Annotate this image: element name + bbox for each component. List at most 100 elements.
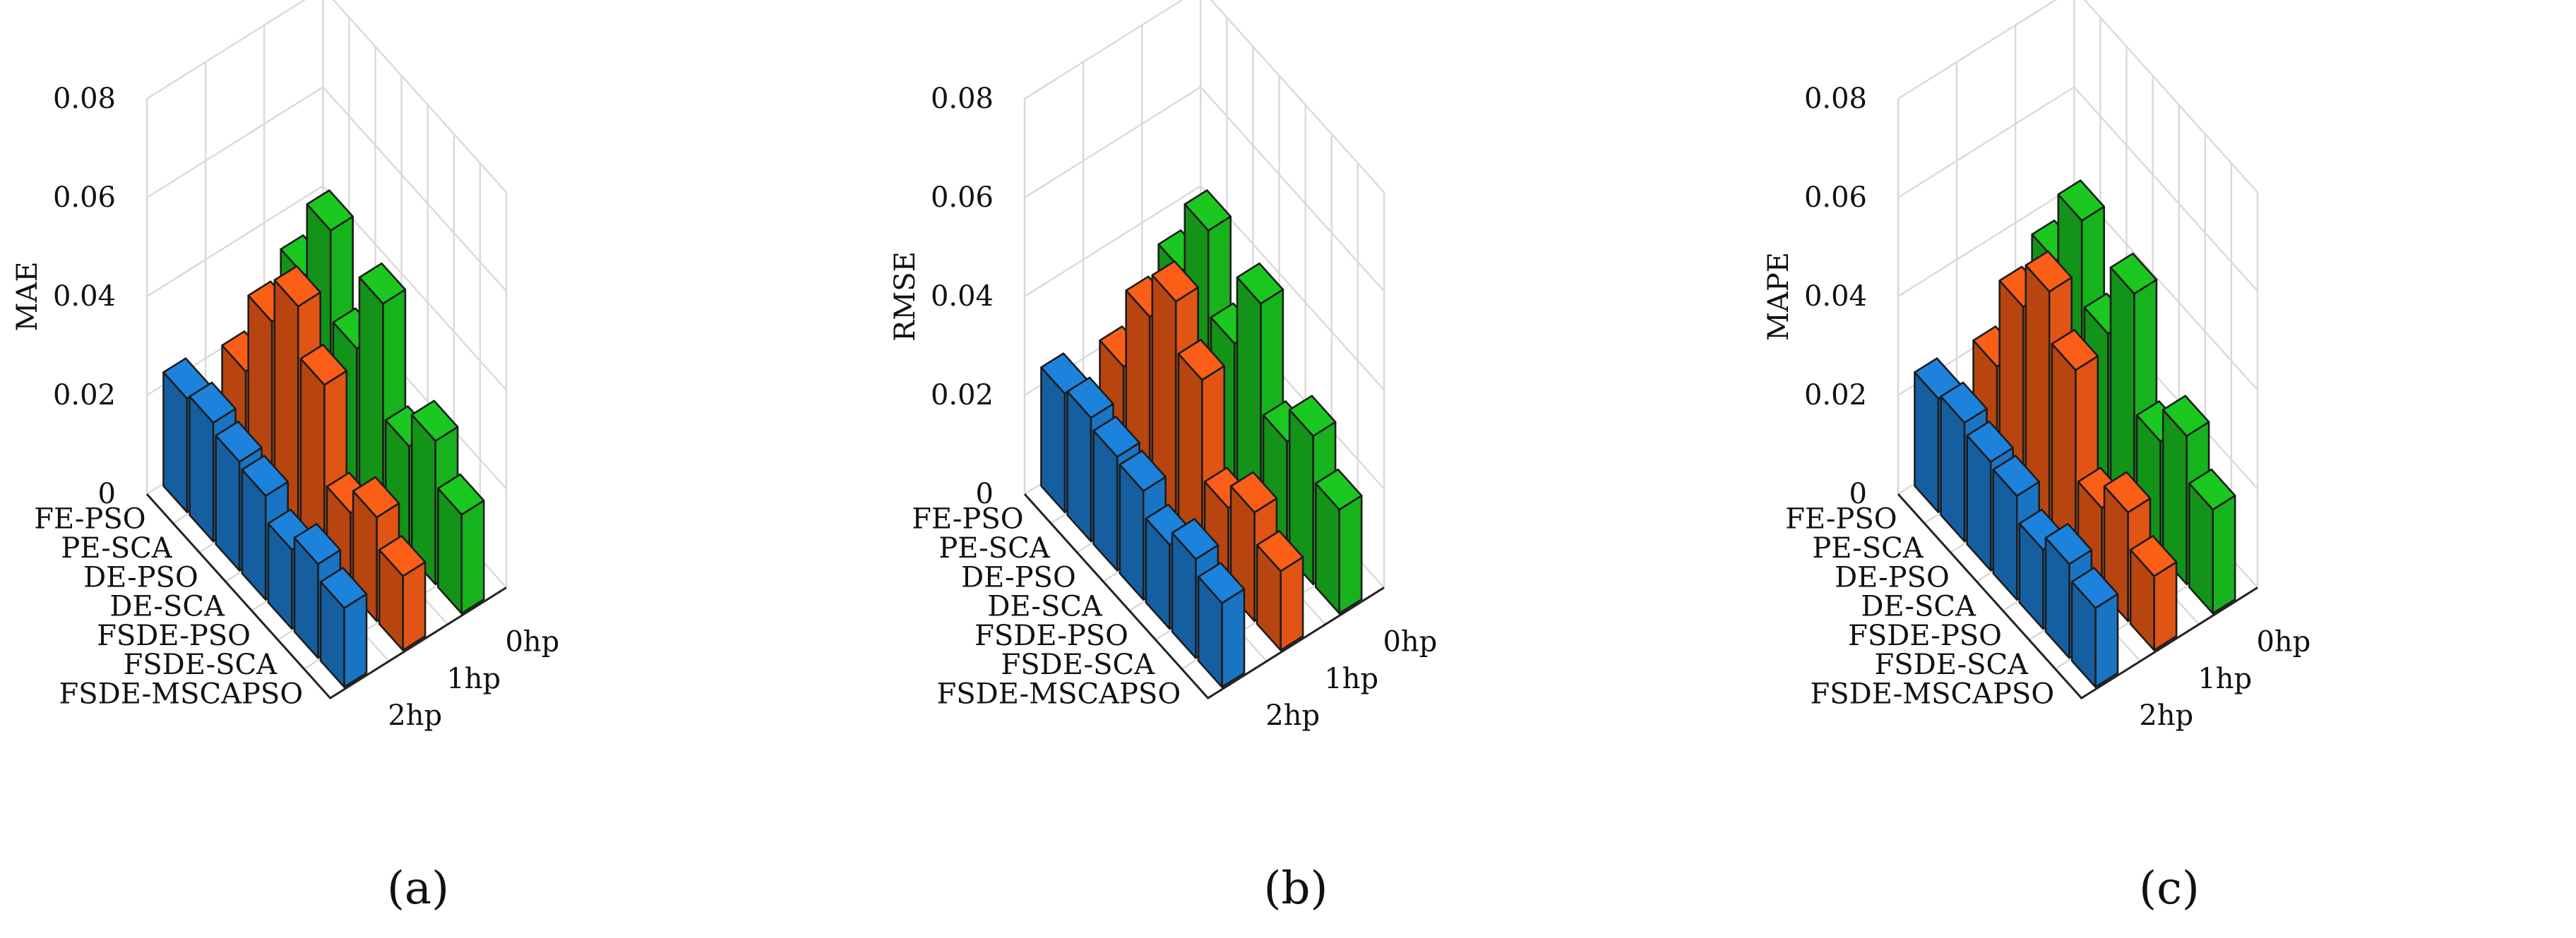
category-label: FSDE-SCA [1874, 649, 2029, 681]
load-label: 1hp [1324, 663, 1378, 695]
grid-line-backwall [2083, 0, 2258, 193]
bar-top-face [410, 399, 459, 443]
category-label: DE-PSO [83, 561, 198, 594]
bar-top-face [1314, 468, 1363, 511]
z-tick-label: 0 [98, 478, 116, 510]
z-axis-title: MAPE [1763, 252, 1795, 341]
bar-top-face [1092, 415, 1140, 458]
bar-top-face [1966, 420, 2014, 463]
category-label: PE-SCA [61, 532, 172, 565]
z-tick-label: 0.08 [53, 83, 116, 115]
bar-top-face [2188, 468, 2236, 511]
grid-line-backwall [322, 86, 507, 292]
load-label: 2hp [1265, 699, 1320, 732]
bar-top-face [189, 381, 237, 424]
load-label: 0hp [505, 626, 559, 659]
bar-front-face [2153, 561, 2178, 651]
bar-2hp-FSDE-MSCAPSO [319, 567, 368, 688]
panel-caption: (a) [387, 862, 449, 915]
axis-labels: 0 0.02 0.04 0.06 0.08 FE-PSOPE-SCADE-PSODE-SC… [912, 83, 1437, 732]
z-tick-label: 0 [976, 478, 994, 510]
panel-a-mae: 0 0.02 0.04 0.06 0.08 FE-PSOPE-SCADE-PSODE-SC… [11, 0, 559, 915]
bar-front-face [343, 593, 368, 688]
bar-top-face [1177, 339, 1226, 381]
z-tick-label: 0.06 [53, 181, 116, 214]
bar-front-face [1280, 556, 1304, 651]
z-tick-label: 0 [1849, 478, 1867, 510]
bar-top-face [1151, 260, 1200, 303]
bar-top-face [319, 567, 368, 609]
category-label: DE-SCA [109, 591, 225, 623]
grid-line-sidewall [1897, 0, 2058, 100]
grid-line-sidewall [1024, 86, 1201, 199]
bar-2hp-FSDE-MSCAPSO [1197, 562, 1246, 688]
z-axis-title: RMSE [889, 251, 922, 342]
bar-2hp-FSDE-MSCAPSO [2070, 567, 2119, 688]
bar-top-face [2057, 179, 2106, 222]
grid-line-sidewall [146, 86, 323, 199]
category-label: FSDE-SCA [1001, 649, 1155, 681]
panel-caption: (b) [1264, 862, 1328, 915]
bar-top-face [293, 522, 342, 565]
bar-top-face [1066, 376, 1114, 419]
panel-b-rmse: 0 0.02 0.04 0.06 0.08 FE-PSOPE-SCADE-PSODE-SC… [889, 0, 1437, 915]
bar-top-face [2051, 329, 2099, 371]
category-label: FSDE-SCA [123, 649, 278, 681]
bar-top-face [1992, 455, 2041, 497]
category-label: DE-SCA [1861, 591, 1976, 623]
bar-top-face [2129, 534, 2178, 577]
bar-1hp-FSDE-MSCAPSO [2129, 534, 2178, 651]
category-label: FE-PSO [912, 503, 1023, 536]
bar-top-face [1119, 450, 1167, 492]
bar-top-face [273, 265, 322, 308]
category-label: DE-PSO [1835, 561, 1950, 594]
axis-labels: 0 0.02 0.04 0.06 0.08 FE-PSOPE-SCADE-PSODE-SC… [1785, 83, 2310, 732]
bar-top-face [1940, 381, 1988, 424]
bar-front-face [1338, 494, 1363, 615]
z-tick-label: 0.04 [1804, 280, 1867, 313]
load-label: 1hp [2198, 663, 2252, 695]
axis-labels: 0 0.02 0.04 0.06 0.08 FE-PSOPE-SCADE-PSODE-SC… [34, 83, 559, 732]
grid-line-backwall [1210, 0, 1385, 193]
bar-0hp-FSDE-MSCAPSO [2188, 468, 2236, 615]
z-tick-label: 0.02 [53, 379, 116, 411]
bar-top-face [2161, 395, 2210, 438]
bar-front-face [402, 561, 427, 651]
bar-front-face [1221, 588, 1246, 688]
z-tick-label: 0.08 [1804, 83, 1867, 115]
load-label: 1hp [446, 663, 501, 695]
bar-front-face [460, 499, 485, 615]
bar-top-face [2109, 252, 2158, 295]
bar-0hp-FSDE-MSCAPSO [436, 473, 485, 615]
bar-top-face [2070, 567, 2119, 609]
bar-top-face [436, 473, 485, 516]
load-label: 0hp [2256, 626, 2310, 659]
bar-top-face [378, 534, 427, 577]
category-label: FE-PSO [34, 503, 145, 536]
bar-top-face [1288, 395, 1337, 438]
z-axis-title: MAE [11, 261, 44, 331]
category-label: PE-SCA [938, 532, 1050, 565]
z-tick-label: 0.04 [53, 280, 116, 313]
bar-top-face [1236, 262, 1284, 305]
bar-top-face [2025, 250, 2073, 293]
category-label: FE-PSO [1785, 503, 1897, 536]
bar-top-face [1229, 471, 1278, 514]
bar-top-face [2044, 522, 2093, 565]
grid-line-backwall [2073, 86, 2258, 292]
category-label: FSDE-PSO [1848, 620, 2002, 652]
floor-edge [1897, 493, 2258, 700]
z-tick-label: 0.02 [931, 379, 994, 411]
bar-1hp-FSDE-MSCAPSO [1256, 529, 1304, 651]
grid-line-sidewall [1897, 86, 2075, 199]
bar-1hp-FSDE-MSCAPSO [378, 534, 427, 651]
category-label: FSDE-PSO [97, 620, 251, 652]
category-label: PE-SCA [1812, 532, 1924, 565]
bar-0hp-FSDE-MSCAPSO [1314, 468, 1363, 615]
grid-line-sidewall [146, 185, 323, 298]
z-tick-label: 0.08 [931, 83, 994, 115]
bar-top-face [306, 189, 354, 232]
bar-top-face [215, 420, 263, 463]
bar-front-face [2212, 494, 2236, 615]
